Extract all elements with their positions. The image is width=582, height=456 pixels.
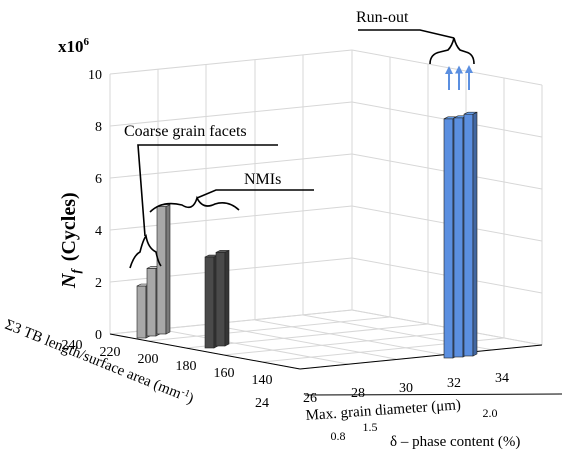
annotation-run-out: Run-out	[356, 9, 475, 65]
grain-tick-labels: 24 26 28 30 32 34	[255, 371, 509, 411]
tb-tick-label: 140	[252, 373, 273, 388]
delta-axis-title: δ – phase content (%)	[390, 434, 520, 450]
y-tick-label: 10	[88, 68, 102, 83]
annotation-nmis: NMIs	[149, 171, 314, 213]
bar-side	[472, 111, 478, 357]
delta-tick-labels: 0.8 1.5 2.0	[331, 406, 498, 443]
tb-tick-label: 240	[62, 338, 83, 353]
y-tick-label: 6	[95, 172, 102, 187]
grain-tick-label: 24	[255, 396, 269, 411]
bar	[453, 117, 464, 358]
y-exponent: x106	[58, 36, 90, 56]
tb-tick-labels: 240 220 200 180 160 140	[62, 338, 273, 388]
grain-axis-title: Max. grain diameter (μm)	[305, 397, 461, 424]
grain-tick-label: 30	[399, 381, 413, 396]
y-tick-label: 2	[95, 276, 102, 291]
delta-tick-label: 2.0	[483, 406, 498, 420]
bar	[215, 252, 226, 347]
run-out-arrow-head	[465, 65, 473, 73]
bar	[204, 256, 215, 349]
bar-side	[165, 204, 171, 335]
bars	[136, 111, 478, 359]
run-out-arrows	[445, 65, 473, 90]
bar	[463, 113, 474, 357]
run-out-arrow-head	[445, 66, 453, 74]
tb-tick-label: 220	[100, 345, 121, 360]
y-axis-title: Nf(Cycles)	[58, 192, 83, 289]
delta-tick-label: 1.5	[363, 420, 378, 434]
y-tick-label: 4	[95, 224, 102, 239]
grain-tick-label: 34	[495, 371, 509, 386]
y-tick-labels: 0 2 4 6 8 10	[88, 68, 102, 343]
bar	[136, 285, 147, 339]
annotation-coarse-grain-label: Coarse grain facets	[124, 123, 247, 140]
tb-tick-label: 160	[214, 366, 235, 381]
bar-side	[224, 249, 230, 347]
bar-top	[215, 250, 230, 253]
grain-tick-label: 32	[447, 376, 461, 391]
y-tick-label: 8	[95, 120, 102, 135]
annotation-nmis-label: NMIs	[244, 171, 281, 188]
bar-top	[463, 111, 478, 115]
bar	[443, 118, 454, 359]
tb-tick-label: 180	[176, 359, 197, 374]
tb-tick-label: 200	[138, 352, 159, 367]
grain-tick-label: 26	[303, 391, 317, 406]
annotation-run-out-label: Run-out	[356, 9, 409, 26]
grain-tick-label: 28	[351, 386, 365, 401]
bar	[146, 268, 157, 337]
grain-axis-line	[299, 344, 543, 370]
bar	[156, 206, 167, 335]
y-tick-label: 0	[95, 328, 102, 343]
annotation-coarse-grain: Coarse grain facets	[124, 123, 278, 269]
delta-tick-label: 0.8	[331, 429, 346, 443]
run-out-arrow-head	[455, 65, 463, 74]
tb-axis-line	[109, 333, 301, 370]
delta-axis-line	[304, 393, 563, 396]
